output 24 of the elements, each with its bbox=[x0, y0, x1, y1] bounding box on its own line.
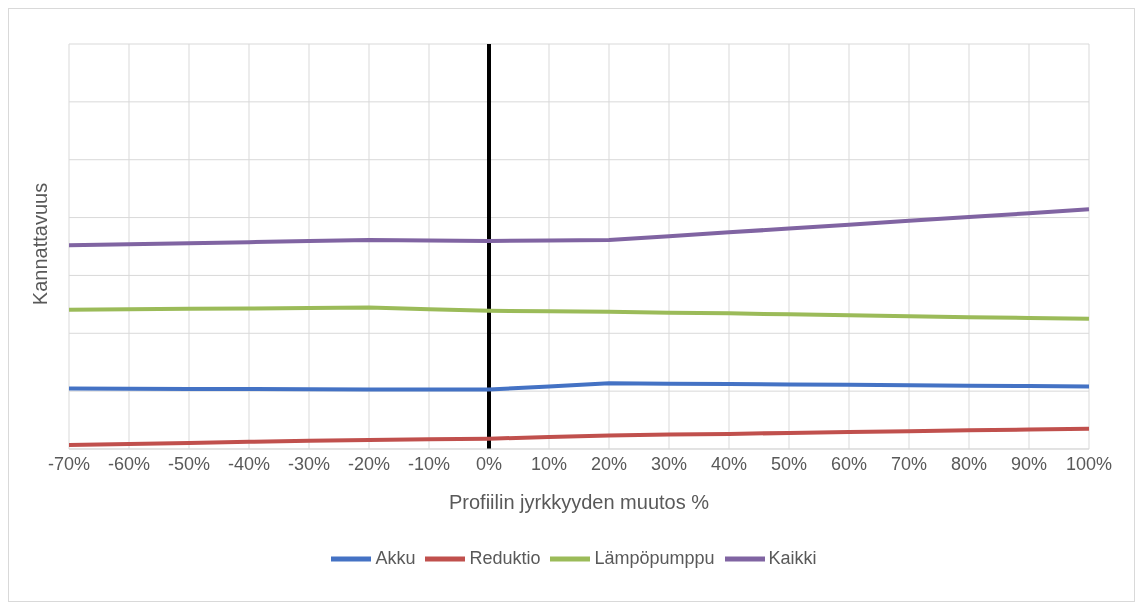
legend-label: Akku bbox=[375, 547, 416, 568]
x-tick-label: 100% bbox=[1065, 453, 1113, 474]
x-tick-label: 60% bbox=[830, 453, 868, 474]
x-tick-label: 90% bbox=[1010, 453, 1048, 474]
x-tick-label: 80% bbox=[950, 453, 988, 474]
legend-label: Reduktio bbox=[469, 547, 541, 568]
x-tick-label: -70% bbox=[47, 453, 91, 474]
x-tick-label: -60% bbox=[107, 453, 151, 474]
x-tick-label: 20% bbox=[590, 453, 628, 474]
x-tick-label: 40% bbox=[710, 453, 748, 474]
x-tick-label: 70% bbox=[890, 453, 928, 474]
legend-label: Kaikki bbox=[768, 547, 817, 568]
x-tick-label: 0% bbox=[475, 453, 503, 474]
x-tick-label: 30% bbox=[650, 453, 688, 474]
y-axis-title: Kannattavuus bbox=[29, 182, 51, 306]
x-tick-label: -10% bbox=[407, 453, 451, 474]
legend-label: Lämpöpumppu bbox=[594, 547, 715, 568]
x-tick-label: -20% bbox=[347, 453, 391, 474]
x-axis-title: Profiilin jyrkkyyden muutos % bbox=[448, 491, 710, 513]
x-tick-label: -30% bbox=[287, 453, 331, 474]
x-tick-label: 10% bbox=[530, 453, 568, 474]
x-tick-label: 50% bbox=[770, 453, 808, 474]
x-tick-label: -40% bbox=[227, 453, 271, 474]
x-tick-label: -50% bbox=[167, 453, 211, 474]
